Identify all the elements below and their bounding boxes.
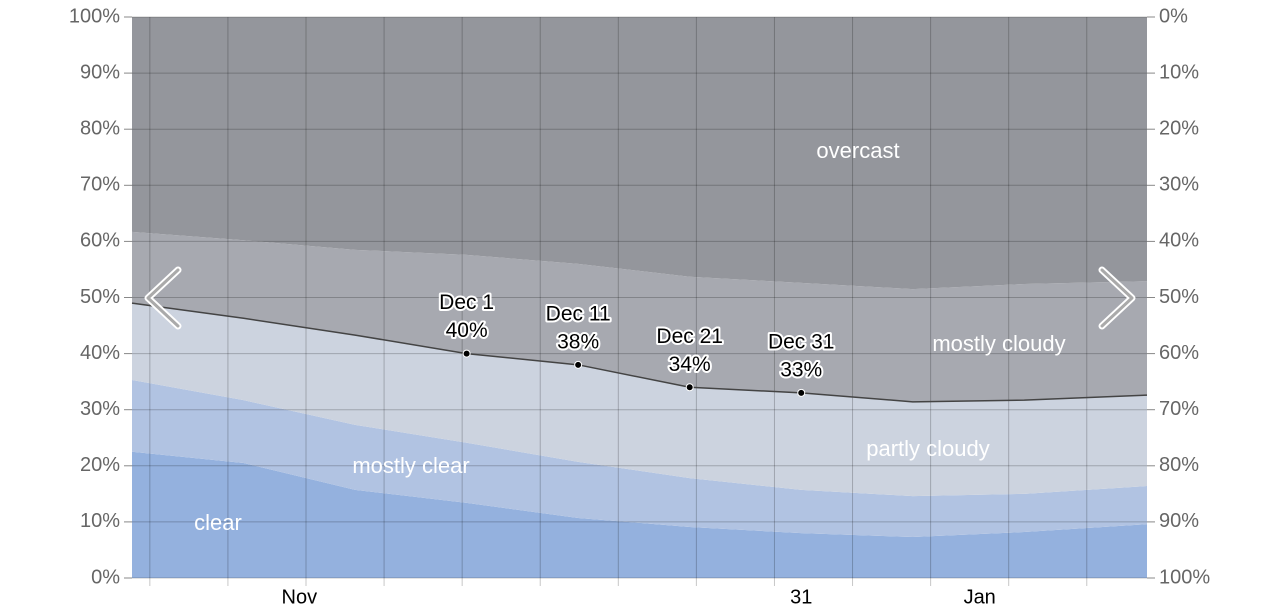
y2-tick-label: 10%: [1159, 61, 1199, 83]
grid: [124, 16, 1155, 586]
y2-tick-label: 80%: [1159, 454, 1199, 476]
annotation-dot: [574, 360, 583, 369]
y-tick-label: 40%: [80, 342, 120, 364]
series-label: clear: [194, 510, 242, 535]
y-tick-label: 60%: [80, 230, 120, 252]
y2-tick-label: 20%: [1159, 117, 1199, 139]
series-label: mostly cloudy: [932, 331, 1065, 356]
x-tick-label: Jan: [964, 586, 996, 608]
annotation-date: Dec 21: [656, 325, 723, 348]
series-label: mostly clear: [352, 453, 469, 478]
y-tick-label: 10%: [80, 510, 120, 532]
annotation-date: Dec 31: [768, 330, 835, 353]
y2-tick-label: 30%: [1159, 174, 1199, 196]
annotation-value: 40%: [446, 319, 488, 342]
y-tick-label: 50%: [80, 286, 120, 308]
annotation-value: 34%: [669, 353, 711, 376]
y2-tick-label: 90%: [1159, 510, 1199, 532]
x-tick-label: Nov: [282, 586, 318, 608]
y2-tick-label: 100%: [1159, 566, 1210, 588]
y-tick-label: 90%: [80, 61, 120, 83]
boundary-line: [131, 302, 1148, 403]
y-tick-label: 0%: [91, 566, 120, 588]
y-tick-label: 100%: [69, 5, 120, 27]
y2-tick-label: 40%: [1159, 230, 1199, 252]
area: [132, 231, 1147, 402]
area: [132, 379, 1147, 538]
y2-tick-label: 60%: [1159, 342, 1199, 364]
y2-tick-label: 0%: [1159, 5, 1188, 27]
labels: 0% 10% 20% 30% 40% 50% 60% 70% 80% 90% 100% 0% 10% 20…: [69, 5, 1211, 608]
y-tick-label: 20%: [80, 454, 120, 476]
y-tick-label: 80%: [80, 117, 120, 139]
annotation-value: 33%: [780, 358, 822, 381]
area: [132, 303, 1147, 497]
annotation-dot: [797, 388, 806, 397]
annotation-dot: [685, 383, 694, 392]
next-arrow[interactable]: [1100, 268, 1134, 328]
y-tick-label: 30%: [80, 398, 120, 420]
areas: [132, 17, 1147, 578]
series-label: overcast: [816, 138, 899, 163]
annotation-date: Dec 1: [439, 291, 494, 314]
y-tick-label: 70%: [80, 174, 120, 196]
annotation-value: 38%: [557, 330, 599, 353]
annotation-date: Dec 11: [546, 302, 611, 325]
y2-tick-label: 50%: [1159, 286, 1199, 308]
prev-arrow[interactable]: [146, 268, 180, 328]
x-tick-label: 31: [790, 586, 812, 608]
y2-tick-label: 70%: [1159, 398, 1199, 420]
series-label: partly cloudy: [866, 436, 990, 461]
area: [132, 17, 1147, 290]
area: [132, 451, 1147, 578]
annotation-dot: [462, 349, 471, 358]
